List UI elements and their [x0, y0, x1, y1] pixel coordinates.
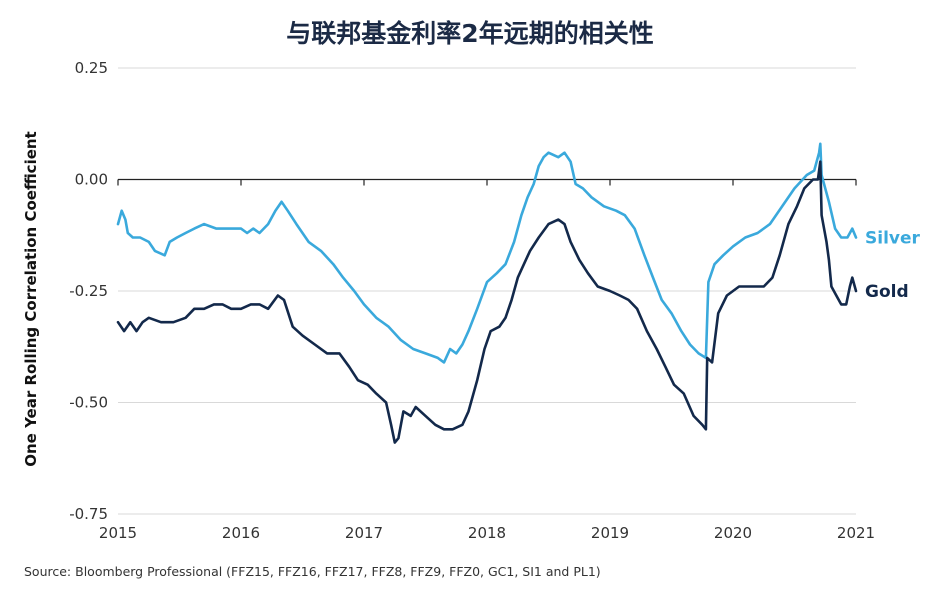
- series-line-gold: [116, 160, 858, 444]
- x-tick-label: 2020: [714, 524, 752, 542]
- chart-title: 与联邦基金利率2年远期的相关性: [286, 19, 654, 48]
- y-tick-label: -0.75: [69, 505, 108, 523]
- x-tick-label: 2021: [837, 524, 875, 542]
- y-tick-label: -0.25: [69, 282, 108, 300]
- source-note: Source: Bloomberg Professional (FFZ15, F…: [24, 564, 601, 579]
- x-tick-label: 2017: [345, 524, 383, 542]
- x-tick-label: 2015: [99, 524, 137, 542]
- x-tick-label: 2019: [591, 524, 629, 542]
- y-tick-label: 0.25: [75, 59, 108, 77]
- y-tick-label: 0.00: [75, 171, 108, 189]
- grid-lines: [118, 67, 856, 515]
- series-line-silver: [116, 142, 858, 364]
- y-tick-label: -0.50: [69, 394, 108, 412]
- series-label-gold: Gold: [865, 282, 909, 302]
- series-lines: [116, 142, 858, 444]
- series-label-silver: Silver: [865, 228, 921, 248]
- x-tick-label: 2018: [468, 524, 506, 542]
- x-tick-label: 2016: [222, 524, 260, 542]
- series-labels: Silver Gold: [865, 228, 921, 302]
